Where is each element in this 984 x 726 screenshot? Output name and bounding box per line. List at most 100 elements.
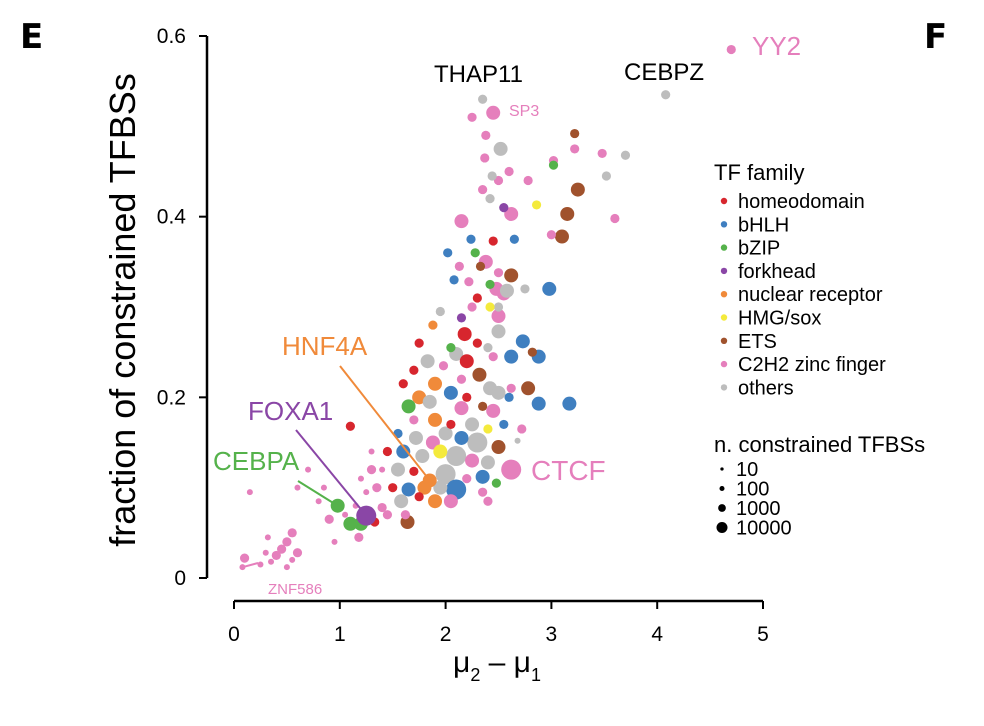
data-point-bzip [343, 516, 358, 531]
axes [205, 36, 763, 603]
data-point-sp3 [486, 105, 501, 120]
data-point-bhlh [531, 396, 546, 411]
data-point-ets [527, 347, 537, 357]
annotation-label-ctcf: CTCF [531, 455, 606, 486]
data-point-c2h2-zinc-finger [491, 309, 506, 324]
data-point-bzip [548, 160, 559, 170]
legend-label-c2h2-zinc-finger: C2H2 zinc finger [738, 354, 886, 376]
data-point-c2h2-zinc-finger [292, 548, 303, 558]
data-point-bhlh [401, 482, 416, 497]
data-point-c2h2-zinc-finger [331, 538, 338, 545]
legend-marker-homeodomain [720, 197, 728, 205]
data-point-hmg-sox [433, 444, 448, 459]
legend-size-marker-10000 [716, 522, 728, 533]
data-point-c2h2-zinc-finger [257, 561, 264, 568]
data-point-c2h2-zinc-finger [246, 489, 253, 496]
data-point-c2h2-zinc-finger [570, 144, 580, 154]
data-point-others [487, 171, 497, 181]
data-point-bhlh [466, 234, 476, 244]
annotation-leader-cebpa [297, 480, 339, 507]
data-point-c2h2-zinc-finger [277, 544, 287, 554]
data-point-others [601, 171, 612, 181]
data-point-c2h2-zinc-finger [454, 261, 464, 271]
data-point-c2h2-zinc-finger [283, 564, 290, 571]
data-point-c2h2-zinc-finger [262, 549, 269, 556]
legend: TF family homeodomainbHLHbZIPforkheadnuc… [714, 160, 925, 540]
annotation-label-znf586: ZNF586 [268, 581, 322, 598]
legend-size-label-100: 100 [736, 479, 769, 501]
legend-marker-others [720, 384, 728, 391]
data-point-homeodomain [382, 446, 393, 457]
legend-marker-forkhead [720, 267, 728, 275]
data-point-others [394, 494, 409, 509]
legend-size-marker-10 [720, 467, 724, 471]
y-tick-label: 0 [174, 567, 186, 590]
data-point-homeodomain [345, 421, 355, 431]
annotation-label-cebpa: CEBPA [213, 446, 300, 476]
data-point-bhlh [443, 385, 458, 400]
legend-marker-c2h2-zinc-finger [720, 360, 728, 368]
data-point-c2h2-zinc-finger [462, 474, 472, 484]
data-point-c2h2-zinc-finger [486, 403, 501, 418]
data-point-bhlh [515, 334, 530, 349]
data-point-others [438, 426, 453, 441]
data-point-homeodomain [414, 492, 424, 502]
legend-family-title: TF family [714, 160, 804, 185]
data-point-bhlh [449, 275, 459, 285]
data-point-forkhead [456, 313, 467, 323]
data-point-c2h2-zinc-finger [465, 453, 480, 468]
data-point-hmg-sox [531, 200, 542, 210]
data-point-c2h2-zinc-finger [409, 415, 419, 425]
data-point-c2h2-zinc-finger [363, 489, 370, 496]
data-point-bhlh [562, 396, 577, 411]
data-point-nuclear-receptor [428, 494, 443, 509]
data-point-c2h2-zinc-finger [438, 361, 449, 371]
data-point-ets [491, 440, 506, 455]
data-point-others [491, 324, 506, 339]
data-point-others [408, 430, 423, 445]
data-point-c2h2-zinc-finger [287, 528, 297, 538]
data-point-c2h2-zinc-finger [354, 532, 364, 542]
data-point-hmg-sox [485, 302, 495, 312]
data-point-homeodomain [414, 338, 424, 348]
data-point-homeodomain [398, 379, 408, 389]
data-point-bhlh [443, 248, 453, 258]
data-point-ets [554, 229, 569, 244]
legend-size-marker-100 [719, 485, 725, 492]
data-point-c2h2-zinc-finger [467, 302, 477, 312]
data-point-bzip [491, 478, 501, 488]
legend-size-label-10000: 10000 [736, 518, 792, 540]
legend-label-bzip: bZIP [738, 238, 780, 260]
data-point-c2h2-zinc-finger [443, 494, 458, 509]
data-point-c2h2-zinc-finger [464, 277, 474, 287]
legend-label-others: others [738, 377, 794, 399]
data-point-nuclear-receptor [412, 390, 427, 405]
data-point-nuclear-receptor [428, 320, 438, 330]
data-point-c2h2-zinc-finger [366, 465, 377, 475]
data-point-homeodomain [409, 466, 419, 477]
legend-size-marker-1000 [718, 504, 726, 512]
data-point-ets [521, 381, 536, 396]
data-point-ets [478, 401, 488, 411]
legend-label-hmg-sox: HMG/sox [738, 308, 821, 330]
data-point-others [435, 464, 456, 485]
data-point-others [420, 354, 435, 369]
data-point-c2h2-zinc-finger [264, 534, 271, 541]
annotation-label-yy2: YY2 [752, 31, 801, 61]
data-point-c2h2-zinc-finger [372, 483, 382, 493]
data-point-c2h2-zinc-finger [377, 502, 387, 513]
data-point-c2h2-zinc-finger [342, 511, 349, 518]
y-tick-label: 0.2 [157, 386, 186, 409]
x-tick-label: 4 [651, 623, 663, 646]
data-point-ets [504, 268, 519, 283]
data-point-forkhead [499, 203, 509, 213]
data-point-hmg-sox [483, 424, 493, 434]
point-annotations: YY2 CEBPZ THAP11 SP3 CTCF HNF4A FOXA1 CEBPA ZNF5… [213, 31, 801, 598]
legend-marker-bzip [720, 244, 728, 251]
data-point-others [467, 432, 488, 453]
data-point-c2h2-zinc-finger [239, 553, 250, 563]
data-point-others [433, 480, 448, 495]
annotation-label-cebpz: CEBPZ [624, 59, 704, 86]
annotation-label-thap11: THAP11 [434, 61, 523, 88]
